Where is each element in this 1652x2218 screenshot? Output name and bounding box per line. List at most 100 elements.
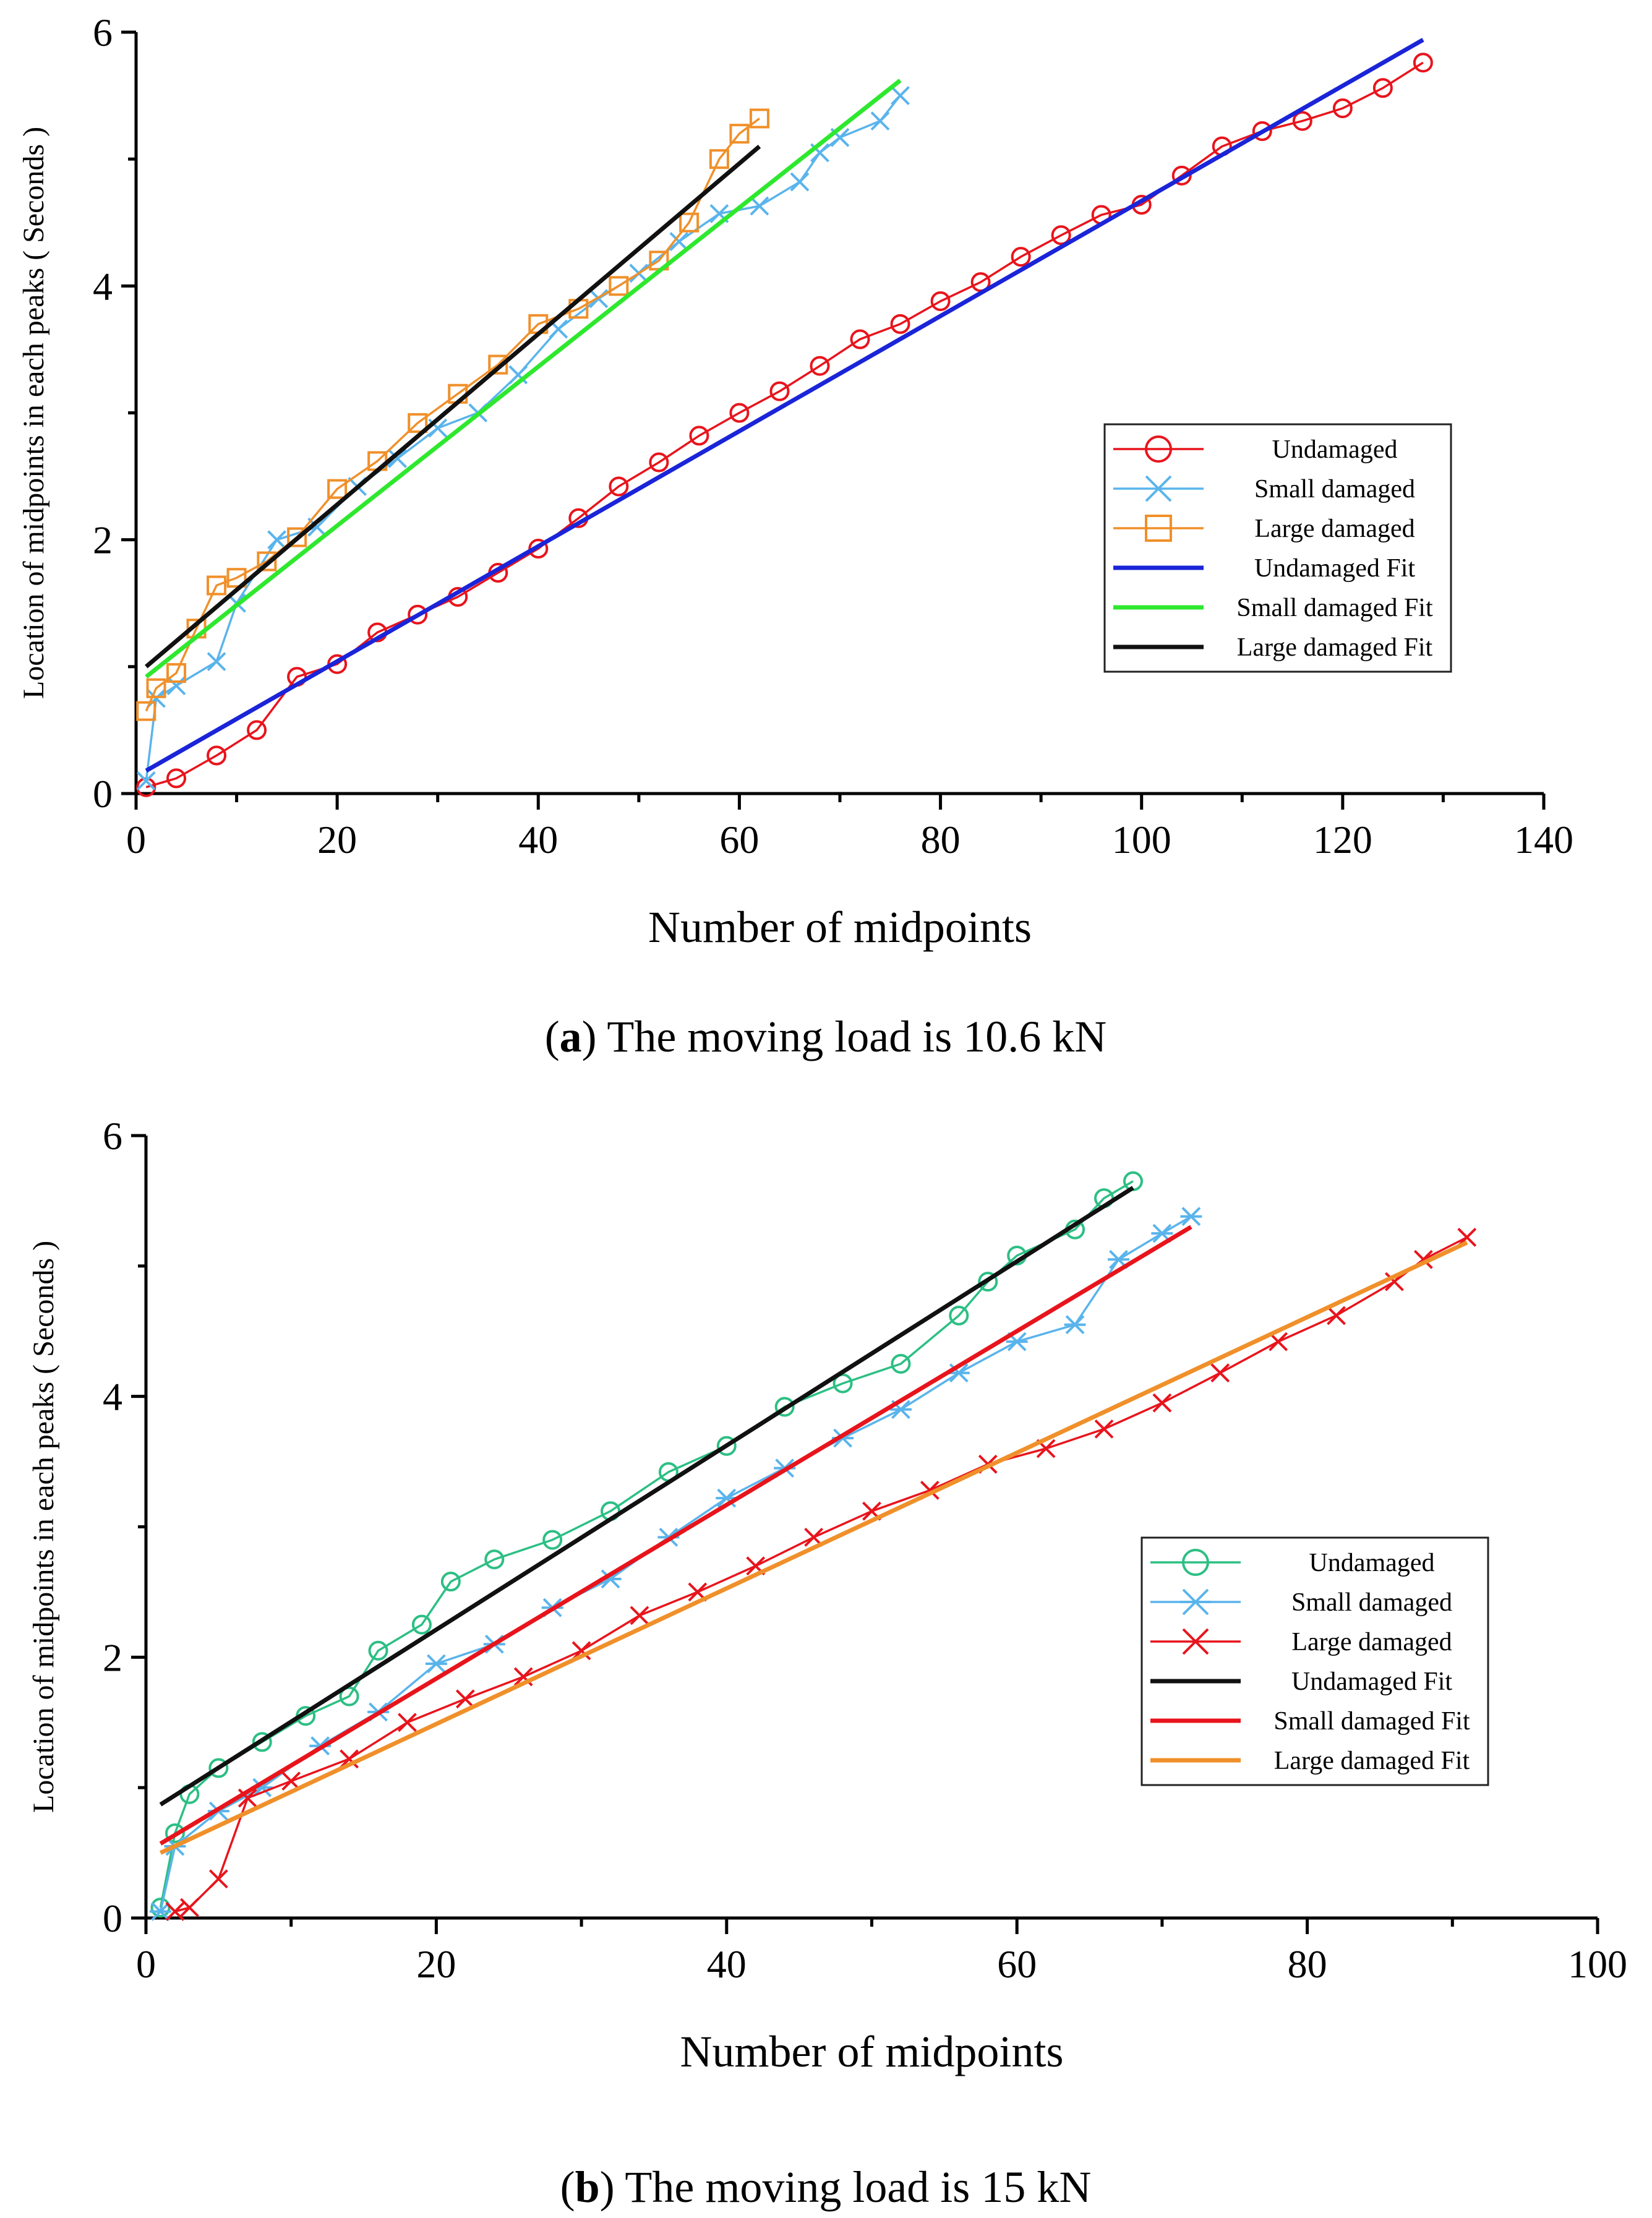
data-point [166,676,186,696]
data-point [238,1788,257,1808]
data-point [589,289,609,309]
x-tick-label: 120 [1313,818,1372,862]
data-point [136,701,156,721]
data-point [257,551,277,572]
y-tick-label: 0 [103,1896,122,1940]
x-axis-title: Number of midpoints [680,2027,1064,2076]
data-point [528,539,549,559]
series-line [145,118,760,712]
x-tick-label: 20 [416,1942,456,1986]
data-point [716,1436,737,1456]
series-undamaged [150,1171,1143,1918]
data-point [1051,225,1071,246]
legend-box [1141,1536,1489,1786]
legend-box [1103,423,1452,673]
legend-marker [1180,1588,1211,1616]
series-small-damaged [136,86,910,790]
data-point [1327,1306,1346,1325]
data-point [949,1305,969,1325]
panel-a-caption-label: a [560,1012,582,1061]
series-large-damaged [136,108,769,721]
data-point [1171,165,1192,186]
data-point [179,1898,199,1917]
data-point [1094,1419,1114,1439]
legend-label: Undamaged [1272,435,1398,464]
data-point [669,232,689,251]
data-point [165,1902,185,1921]
data-point [267,530,287,550]
x-tick-label: 100 [1568,1942,1627,1986]
series-line [145,95,901,781]
y-tick-label: 4 [93,264,113,308]
x-tick-label: 20 [317,818,357,862]
fit-line [160,1240,1468,1855]
panel-b-caption-text: The moving load is 15 kN [625,2162,1091,2212]
data-point [891,86,910,105]
data-point [398,1713,417,1732]
fit-line [159,1186,1134,1807]
data-point [609,276,629,296]
data-point [208,1869,228,1889]
legend: Undamaged Small damaged Large damaged Undam… [1141,1536,1489,1786]
data-point [769,381,790,401]
series-line [174,1236,1468,1913]
series-small-damaged-fit [159,1225,1192,1846]
data-point [207,745,227,766]
x-tick-label: 60 [997,1942,1037,1986]
fit-line [159,1225,1192,1846]
data-point [729,403,750,423]
x-axis-title: Number of midpoints [648,902,1032,952]
data-point [832,1373,853,1394]
x-tick-label: 0 [126,818,146,862]
data-point [930,291,951,311]
y-tick-label: 2 [93,518,113,562]
series-undamaged-fit [145,38,1424,773]
data-point [327,479,348,499]
data-point [774,1397,795,1417]
panel-b-caption-label: b [575,2162,600,2212]
data-point [749,108,769,129]
legend-label: Undamaged Fit [1254,554,1415,583]
legend-label: Small damaged Fit [1273,1707,1470,1736]
fit-line [145,145,761,669]
data-point [1372,78,1393,98]
series-large-damaged-fit [160,1240,1468,1855]
data-point [1292,111,1312,131]
panel-a-caption: (a) The moving load is 10.6 kN [545,1012,1107,1061]
fit-line [145,79,902,679]
x-tick-label: 0 [136,1942,156,1986]
data-point [689,426,709,446]
series-small-damaged-fit [145,79,902,679]
data-point [287,527,307,547]
data-point [488,354,508,375]
data-point [750,196,769,216]
legend-label: Small damaged [1254,475,1415,503]
x-tick-label: 80 [1288,1942,1327,1986]
data-point [1180,1207,1202,1227]
data-point [207,575,227,596]
data-point [166,768,187,789]
legend-label: Small damaged [1291,1588,1452,1617]
data-point [207,652,226,672]
data-point [408,413,428,433]
legend-label: Large damaged [1291,1628,1452,1656]
data-point [978,1272,998,1292]
legend-label: Large damaged Fit [1274,1747,1470,1775]
series-undamaged-fit [159,1186,1134,1807]
data-point [1064,1315,1086,1335]
data-point [425,1654,447,1674]
data-point [1269,1332,1288,1351]
data-point [1332,98,1353,119]
panel-a-chart: 0 20 40 60 80 100 120 140 0 2 4 6 Number of midpoint… [17,11,1573,952]
legend-label: Undamaged [1309,1549,1435,1577]
y-axis-title: Location of midpoints in each peaks ( Se… [17,127,50,699]
y-tick-label: 6 [93,11,113,54]
x-tick-label: 40 [518,818,558,862]
data-point [891,1353,911,1374]
x-tick-label: 100 [1112,818,1171,862]
legend-label: Large damaged [1254,515,1414,543]
x-tick-label: 140 [1514,818,1573,862]
legend: Undamaged Small damaged Large damaged Undam… [1103,423,1452,673]
panel-a-caption-text: The moving load is 10.6 kN [607,1012,1106,1061]
